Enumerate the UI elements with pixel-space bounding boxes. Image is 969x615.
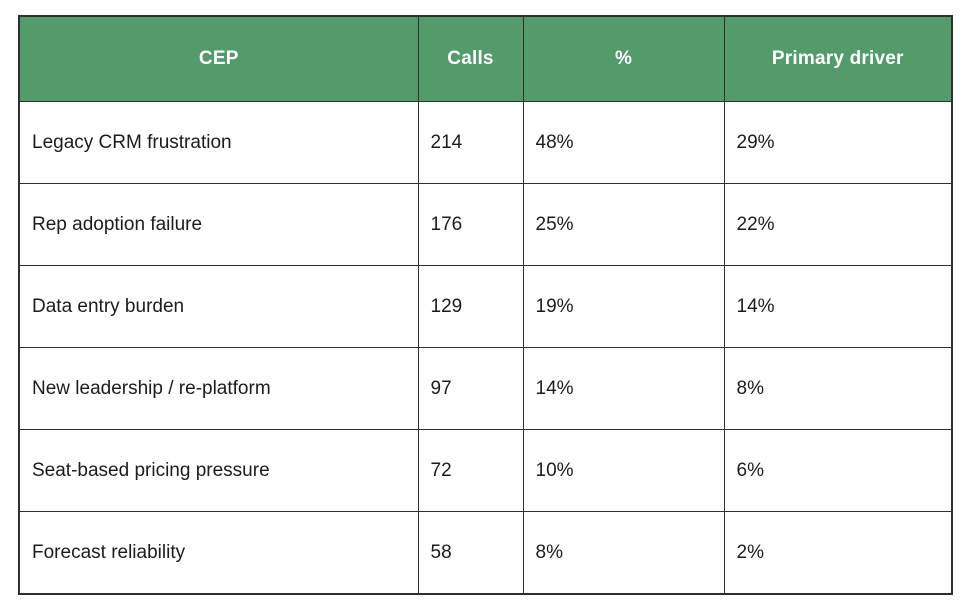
table-row: Data entry burden 129 19% 14%: [18, 265, 953, 348]
cell-cep: Forecast reliability: [18, 511, 419, 595]
table-body: Legacy CRM frustration 214 48% 29% Rep a…: [18, 101, 953, 595]
cell-percent: 48%: [522, 101, 725, 184]
cep-table: CEP Calls % Primary driver Legacy CRM fr…: [18, 15, 953, 595]
column-header-primary-driver: Primary driver: [723, 15, 953, 102]
cell-calls: 97: [417, 347, 524, 430]
table-row: New leadership / re-platform 97 14% 8%: [18, 347, 953, 430]
cell-calls: 58: [417, 511, 524, 595]
table-header: CEP Calls % Primary driver: [18, 15, 953, 102]
cell-calls: 129: [417, 265, 524, 348]
cell-calls: 214: [417, 101, 524, 184]
cell-percent: 14%: [522, 347, 725, 430]
table-row: Seat-based pricing pressure 72 10% 6%: [18, 429, 953, 512]
cell-cep: Seat-based pricing pressure: [18, 429, 419, 512]
cell-primary-driver: 2%: [723, 511, 953, 595]
cell-cep: Rep adoption failure: [18, 183, 419, 266]
cell-cep: New leadership / re-platform: [18, 347, 419, 430]
cell-primary-driver: 14%: [723, 265, 953, 348]
cell-cep: Legacy CRM frustration: [18, 101, 419, 184]
cell-primary-driver: 8%: [723, 347, 953, 430]
cell-percent: 8%: [522, 511, 725, 595]
cell-calls: 72: [417, 429, 524, 512]
column-header-calls: Calls: [417, 15, 524, 102]
cell-percent: 25%: [522, 183, 725, 266]
cell-primary-driver: 29%: [723, 101, 953, 184]
cell-percent: 10%: [522, 429, 725, 512]
cell-primary-driver: 6%: [723, 429, 953, 512]
cell-percent: 19%: [522, 265, 725, 348]
table-row: Rep adoption failure 176 25% 22%: [18, 183, 953, 266]
cell-cep: Data entry burden: [18, 265, 419, 348]
table-row: Forecast reliability 58 8% 2%: [18, 511, 953, 595]
column-header-cep: CEP: [18, 15, 419, 102]
cep-table-container: CEP Calls % Primary driver Legacy CRM fr…: [18, 15, 953, 595]
table-row: Legacy CRM frustration 214 48% 29%: [18, 101, 953, 184]
cell-calls: 176: [417, 183, 524, 266]
cell-primary-driver: 22%: [723, 183, 953, 266]
header-row: CEP Calls % Primary driver: [18, 15, 953, 102]
column-header-percent: %: [522, 15, 725, 102]
